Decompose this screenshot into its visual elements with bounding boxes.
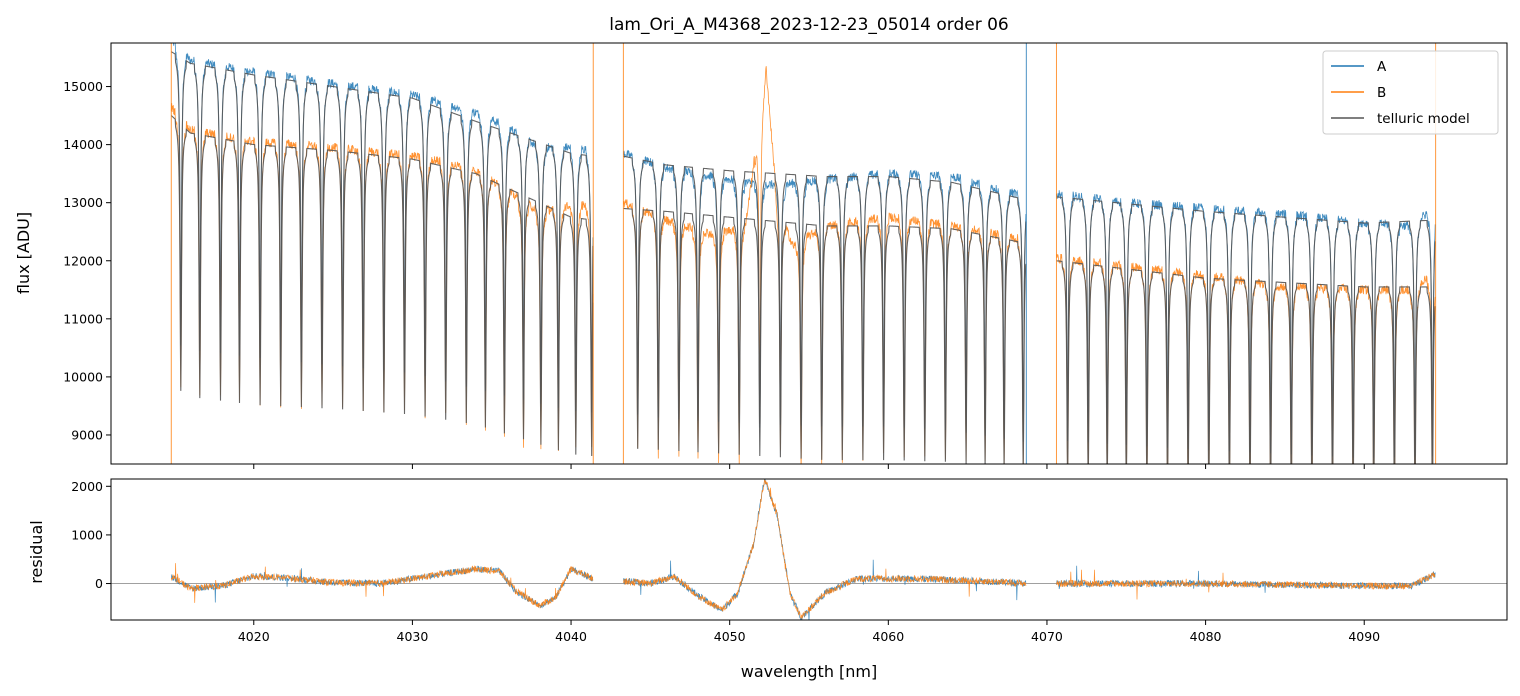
x-tick-label: 4050 — [714, 629, 746, 644]
y-tick-label: 9000 — [71, 427, 103, 442]
telluric-model-b-line — [170, 115, 1436, 464]
x-tick-label: 4040 — [555, 629, 587, 644]
chart-title: lam_Ori_A_M4368_2023-12-23_05014 order 0… — [609, 15, 1009, 35]
x-tick-label: 4090 — [1348, 629, 1380, 644]
x-tick-label: 4030 — [397, 629, 429, 644]
y-tick-label: 14000 — [63, 137, 103, 152]
y-tick-label: 1000 — [71, 527, 103, 542]
y-tick-label: 0 — [95, 576, 103, 591]
y-tick-label: 13000 — [63, 195, 103, 210]
x-axis-label: wavelength [nm] — [741, 662, 878, 681]
flux-axes-frame — [110, 42, 1508, 465]
y-tick-label: 10000 — [63, 369, 103, 384]
residual-panel: 0 1000 2000 4020 4030 4040 4050 4060 4070 4080 40… — [27, 478, 1508, 681]
y-tick-label: 15000 — [63, 79, 103, 94]
x-tick-label: 4070 — [1031, 629, 1063, 644]
x-tick-label: 4020 — [238, 629, 270, 644]
legend: A B telluric model — [1322, 50, 1499, 135]
x-tick-label: 4080 — [1190, 629, 1222, 644]
x-tick-label: 4060 — [872, 629, 904, 644]
residual-b-line — [170, 479, 1436, 620]
legend-label-a: A — [1377, 59, 1387, 75]
residual-ylabel: residual — [27, 520, 46, 583]
flux-panel: 9000 10000 11000 12000 13000 14000 15000 flux … — [14, 42, 1508, 469]
y-tick-label: 11000 — [63, 311, 103, 326]
y-tick-label: 2000 — [71, 479, 103, 494]
legend-label-b: B — [1377, 85, 1386, 101]
legend-label-telluric: telluric model — [1377, 111, 1470, 127]
flux-ylabel: flux [ADU] — [14, 212, 33, 294]
residual-axes-frame — [110, 478, 1508, 621]
y-tick-label: 12000 — [63, 253, 103, 268]
